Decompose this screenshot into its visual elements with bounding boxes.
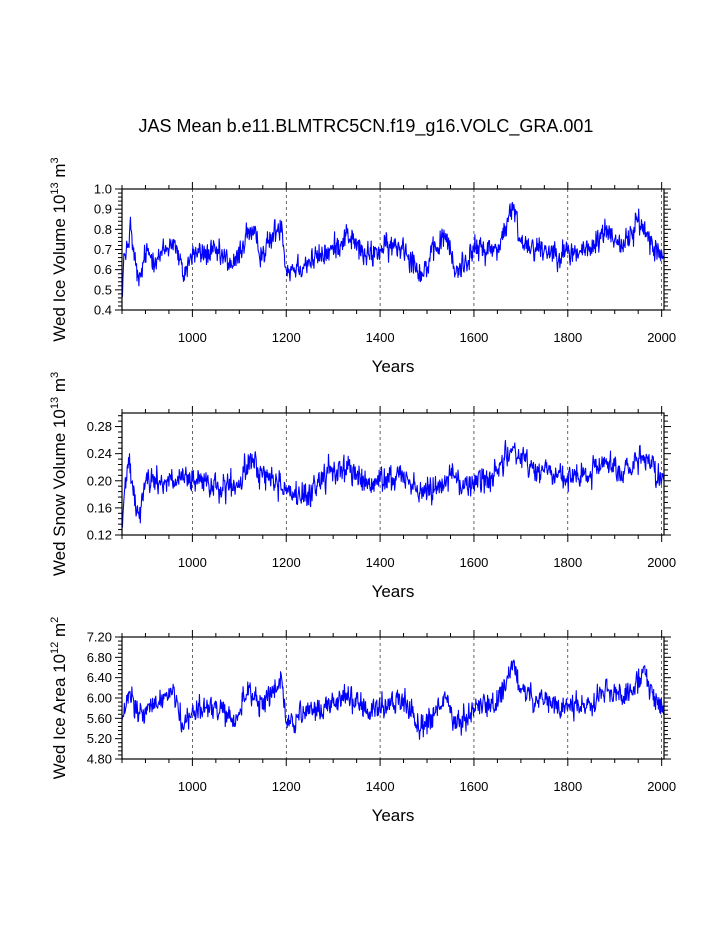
x-tick-label-1800: 1800	[553, 555, 582, 570]
x-axis-label: Years	[372, 806, 415, 825]
x-tick-label-1400: 1400	[366, 779, 395, 794]
x-tick-label-1600: 1600	[459, 555, 488, 570]
x-tick-label-1400: 1400	[366, 555, 395, 570]
y-axis-label-main: Wed Ice Volume 10	[50, 195, 69, 342]
y-tick-label-4: 0.28	[87, 419, 112, 434]
y-axis-label-main: Wed Snow Volume 10	[50, 409, 69, 576]
y-tick-label-1: 5.20	[87, 731, 112, 746]
chart-panel-2: 1000 1200 1400 1600 1800 2000 Years 0.12 0.16 0.2…	[49, 372, 676, 601]
y-axis-label-exponent: 13	[49, 397, 61, 409]
x-tick-label-1600: 1600	[459, 779, 488, 794]
x-tick-label-2000: 2000	[647, 779, 676, 794]
y-axis-label-unit-exponent: 3	[49, 157, 61, 163]
y-axis-label-exponent: 13	[49, 182, 61, 194]
x-tick-label-2000: 2000	[647, 330, 676, 345]
y-tick-label-2: 0.20	[87, 473, 112, 488]
x-tick-label-1800: 1800	[553, 779, 582, 794]
y-tick-label-2: 0.6	[94, 262, 112, 277]
panels-group: 1000 1200 1400 1600 1800 2000 Years 0.4 0.5 0.6 0.…	[49, 157, 676, 825]
x-tick-label-1000: 1000	[178, 779, 207, 794]
y-tick-label-1: 0.16	[87, 500, 112, 515]
data-line-2	[121, 439, 665, 529]
y-axis-label-unit: m	[50, 163, 69, 182]
y-tick-label-6: 7.20	[87, 630, 112, 645]
y-tick-label-0: 0.12	[87, 528, 112, 543]
x-tick-label-1400: 1400	[366, 330, 395, 345]
chart-panel-1: 1000 1200 1400 1600 1800 2000 Years 0.4 0.5 0.6 0.…	[49, 157, 676, 376]
y-axis-label-unit-exponent: 3	[49, 372, 61, 378]
y-tick-label-4: 0.8	[94, 222, 112, 237]
y-axis-label-exponent: 12	[49, 642, 61, 654]
y-tick-label-1: 0.5	[94, 282, 112, 297]
y-axis-label-main: Wed Ice Area 10	[50, 654, 69, 779]
y-tick-label-0: 4.80	[87, 752, 112, 767]
x-axis-label: Years	[372, 357, 415, 376]
x-tick-label-1000: 1000	[178, 555, 207, 570]
x-tick-label-1200: 1200	[272, 330, 301, 345]
data-line-3	[121, 659, 665, 740]
x-tick-label-1800: 1800	[553, 330, 582, 345]
y-axis-label-unit: m	[50, 623, 69, 642]
plot-frame-2	[121, 412, 665, 536]
y-tick-label-6: 1.0	[94, 182, 112, 197]
y-tick-label-3: 0.24	[87, 446, 112, 461]
x-tick-label-1000: 1000	[178, 330, 207, 345]
x-tick-label-1200: 1200	[272, 555, 301, 570]
x-axis-label: Years	[372, 582, 415, 601]
y-tick-label-2: 5.60	[87, 711, 112, 726]
y-axis-label-unit: m	[50, 378, 69, 397]
x-tick-label-2000: 2000	[647, 555, 676, 570]
x-tick-label-1200: 1200	[272, 779, 301, 794]
y-axis-label: Wed Ice Area 1012 m2	[49, 617, 69, 780]
x-tick-label-1600: 1600	[459, 330, 488, 345]
y-tick-label-4: 6.40	[87, 670, 112, 685]
y-axis-label: Wed Snow Volume 1013 m3	[49, 372, 69, 576]
y-tick-label-3: 0.7	[94, 242, 112, 257]
figure-title: JAS Mean b.e11.BLMTRC5CN.f19_g16.VOLC_GR…	[139, 116, 594, 137]
y-tick-label-0: 0.4	[94, 303, 112, 318]
y-tick-label-5: 0.9	[94, 202, 112, 217]
y-tick-label-5: 6.80	[87, 650, 112, 665]
data-line-1	[121, 202, 665, 298]
y-axis-label: Wed Ice Volume 1013 m3	[49, 157, 69, 341]
y-tick-label-3: 6.00	[87, 691, 112, 706]
chart-panel-3: 1000 1200 1400 1600 1800 2000 Years 4.80 5.20 5.6…	[49, 617, 676, 825]
y-axis-label-unit-exponent: 2	[49, 617, 61, 623]
